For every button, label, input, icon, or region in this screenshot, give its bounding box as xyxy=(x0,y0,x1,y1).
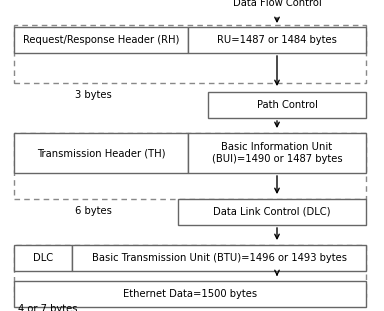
Text: Data Link Control (DLC): Data Link Control (DLC) xyxy=(213,207,331,217)
Bar xyxy=(14,25,366,83)
Text: Request/Response Header (RH): Request/Response Header (RH) xyxy=(23,35,179,45)
Bar xyxy=(208,92,366,118)
Bar xyxy=(178,199,366,225)
Bar xyxy=(72,245,366,271)
Text: Basic Information Unit
(BUI)=1490 or 1487 bytes: Basic Information Unit (BUI)=1490 or 148… xyxy=(212,142,342,164)
Text: RU=1487 or 1484 bytes: RU=1487 or 1484 bytes xyxy=(217,35,337,45)
Bar xyxy=(188,133,366,173)
Bar xyxy=(188,27,366,53)
Text: Ethernet Data=1500 bytes: Ethernet Data=1500 bytes xyxy=(123,289,257,299)
Text: Data Flow Control: Data Flow Control xyxy=(233,0,321,8)
Text: 4 or 7 bytes: 4 or 7 bytes xyxy=(18,304,78,311)
Text: Path Control: Path Control xyxy=(257,100,318,110)
Bar xyxy=(14,281,366,307)
Text: Basic Transmission Unit (BTU)=1496 or 1493 bytes: Basic Transmission Unit (BTU)=1496 or 14… xyxy=(91,253,346,263)
Text: 3 bytes: 3 bytes xyxy=(75,90,112,100)
Bar xyxy=(14,133,188,173)
Bar xyxy=(14,245,366,297)
Bar xyxy=(14,245,72,271)
Bar xyxy=(14,133,366,199)
Bar xyxy=(14,27,188,53)
Text: DLC: DLC xyxy=(33,253,53,263)
Text: 6 bytes: 6 bytes xyxy=(75,206,112,216)
Text: Transmission Header (TH): Transmission Header (TH) xyxy=(37,148,165,158)
